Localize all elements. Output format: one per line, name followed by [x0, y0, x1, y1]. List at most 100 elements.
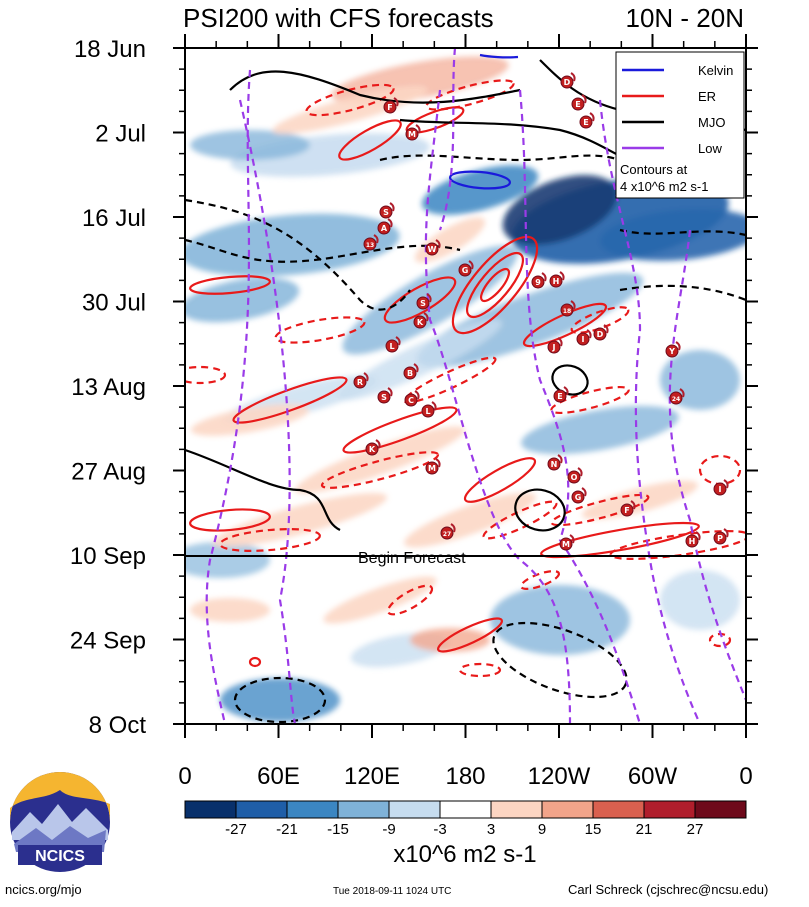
storm-label: J: [552, 343, 556, 352]
x-tick-label: 0: [739, 763, 752, 790]
storm-marker: H: [549, 271, 565, 288]
storm-label: L: [389, 342, 394, 351]
colorbar-level: 27: [687, 821, 704, 838]
storm-label: E: [575, 100, 580, 109]
storm-marker: K: [413, 312, 429, 329]
forecast-label: Begin Forecast: [358, 550, 466, 567]
ncics-logo: NCICS: [10, 772, 110, 872]
storm-marker: 24: [669, 388, 685, 405]
logo-text: NCICS: [35, 848, 85, 865]
storm-marker: N: [547, 454, 563, 471]
chart-title: PSI200 with CFS forecasts: [183, 3, 494, 33]
colorbar-level: 3: [487, 821, 495, 838]
chart-region-title: 10N - 20N: [626, 3, 745, 33]
x-tick-label: 120W: [528, 763, 591, 790]
storm-label: S: [381, 393, 387, 402]
storm-marker: L: [421, 401, 437, 418]
colorbar-swatch: [592, 800, 645, 819]
legend-note-line1: Contours at: [620, 162, 688, 177]
storm-label: K: [417, 318, 424, 327]
storm-marker: J: [547, 337, 563, 354]
colorbar-level: -21: [276, 821, 298, 838]
storm-label: M: [408, 130, 416, 139]
storm-label: G: [575, 493, 582, 502]
storm-label: R: [357, 378, 363, 387]
colorbar-level: -15: [327, 821, 349, 838]
storm-marker: I: [713, 479, 729, 496]
storm-marker: S: [377, 387, 393, 404]
storm-label: 18: [563, 308, 571, 315]
colorbar-level: 15: [585, 821, 602, 838]
storm-marker: S: [379, 202, 395, 219]
storm-label: D: [564, 78, 571, 87]
storm-marker: E: [579, 112, 595, 129]
storm-label: C: [408, 396, 414, 405]
storm-label: P: [717, 534, 723, 543]
legend: Kelvin ER MJO Low Contours at 4 x10^6 m2 s-…: [615, 51, 745, 199]
x-tick-label: 0: [178, 763, 191, 790]
storm-label: N: [551, 460, 558, 469]
y-tick-label: 18 Jun: [74, 36, 146, 63]
storm-label: B: [407, 369, 413, 378]
storm-label: H: [553, 277, 560, 286]
storm-marker: D: [560, 72, 576, 89]
storm-marker: 9: [531, 272, 547, 289]
storm-label: W: [428, 245, 437, 254]
storm-marker: E: [553, 386, 569, 403]
storm-label: 13: [366, 242, 374, 249]
storm-marker: C: [404, 390, 420, 407]
storm-marker: 13: [363, 234, 379, 251]
storm-label: 24: [672, 396, 680, 403]
storm-label: 9: [535, 278, 541, 287]
x-tick-label: 120E: [344, 763, 400, 790]
legend-item-er: ER: [698, 89, 716, 104]
storm-label: I: [719, 485, 722, 494]
storm-marker: E: [571, 94, 587, 111]
storm-label: S: [383, 208, 389, 217]
footer-timestamp: Tue 2018-09-11 1024 UTC: [333, 886, 452, 897]
storm-marker: R: [353, 372, 369, 389]
storm-label: K: [369, 445, 376, 454]
storm-marker: L: [385, 336, 401, 353]
storm-marker: M: [559, 534, 575, 551]
storm-marker: H: [685, 531, 701, 548]
colorbar-swatch: [490, 800, 543, 819]
storm-label: L: [425, 407, 430, 416]
y-tick-label: 16 Jul: [82, 205, 146, 232]
storm-marker: D: [593, 324, 609, 341]
y-tick-label: 30 Jul: [82, 290, 146, 317]
storm-marker: B: [403, 363, 419, 380]
storm-marker: M: [425, 458, 441, 475]
colorbar-units: x10^6 m2 s-1: [393, 841, 536, 868]
storm-marker: 18: [560, 300, 576, 317]
colorbar-swatch: [235, 800, 288, 819]
y-axis: 18 Jun 2 Jul 16 Jul 30 Jul 13 Aug 27 Aug 10 Se…: [70, 36, 758, 739]
storm-label: G: [462, 266, 469, 275]
storm-marker: K: [365, 439, 381, 456]
storm-marker: G: [571, 487, 587, 504]
colorbar-level: -27: [225, 821, 247, 838]
storm-label: A: [381, 224, 388, 233]
footer-url[interactable]: ncics.org/mjo: [5, 882, 82, 897]
storm-marker: F: [383, 97, 399, 114]
colorbar-swatch: [643, 800, 696, 819]
storm-label: H: [689, 537, 696, 546]
storm-label: F: [624, 506, 629, 515]
legend-item-low: Low: [698, 141, 722, 156]
colorbar-swatch: [286, 800, 339, 819]
y-tick-label: 10 Sep: [70, 543, 146, 570]
y-tick-label: 2 Jul: [95, 121, 146, 148]
colorbar: -27 -21 -15 -9 -3 3 9 15 21 27: [184, 800, 747, 838]
colorbar-swatch: [694, 800, 747, 819]
storm-label: E: [557, 392, 562, 401]
storm-marker: P: [713, 528, 729, 545]
colorbar-swatch: [388, 800, 441, 819]
storm-label: F: [387, 103, 392, 112]
legend-note-line2: 4 x10^6 m2 s-1: [620, 179, 708, 194]
storm-marker: Y: [665, 341, 681, 358]
colorbar-swatch: [439, 800, 492, 819]
x-tick-label: 60W: [628, 763, 678, 790]
storm-marker: A: [377, 218, 393, 235]
storm-marker: O: [567, 467, 583, 484]
